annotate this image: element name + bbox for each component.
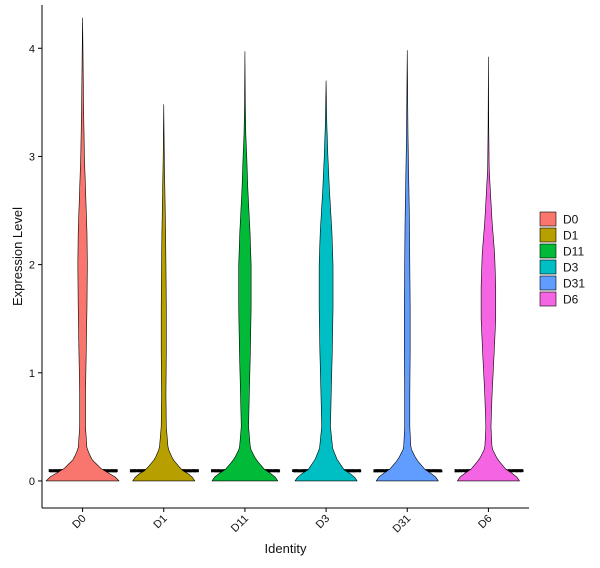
y-tick-label: 0 [29, 476, 35, 488]
violin-D31 [375, 50, 439, 482]
legend-key-D11 [539, 243, 557, 259]
x-tick-label-D31: D31 [391, 513, 414, 536]
violin-D1 [132, 104, 196, 482]
x-tick-label-D11: D11 [229, 513, 251, 535]
legend-key-D0 [539, 211, 557, 227]
legend-label-D0: D0 [563, 213, 579, 227]
legend-item-D0: D0 [539, 211, 579, 227]
x-tick-label-D6: D6 [476, 513, 494, 531]
legend-item-D31: D31 [539, 275, 585, 291]
legend-key-D31 [539, 275, 557, 291]
legend-key-D6 [539, 291, 557, 307]
legend: D0 D1 D11 D3 D31 D6 [539, 211, 585, 307]
x-tick-label-D1: D1 [151, 513, 169, 531]
legend-label-D11: D11 [563, 245, 584, 259]
legend-item-D3: D3 [539, 259, 579, 275]
legend-label-D1: D1 [563, 229, 579, 243]
x-ticks: D0 D1 D11 D3 D31 D6 [70, 508, 495, 536]
x-axis-title: Identity [265, 541, 307, 556]
legend-label-D3: D3 [563, 261, 579, 275]
violin-D0 [45, 17, 120, 482]
legend-label-D31: D31 [563, 277, 585, 291]
y-tick-label: 3 [29, 151, 35, 163]
y-tick-label: 2 [29, 260, 35, 272]
legend-item-D1: D1 [539, 227, 579, 243]
violin-D11 [211, 51, 279, 482]
x-tick-label-D0: D0 [70, 513, 88, 531]
jitter-points-layer [48, 469, 524, 473]
y-tick-label: 4 [29, 43, 35, 55]
violin-D3 [294, 80, 358, 482]
x-tick-label-D3: D3 [314, 513, 332, 531]
y-axis-title: Expression Level [10, 207, 25, 306]
y-tick-label: 1 [29, 368, 35, 380]
y-ticks: 0 1 2 3 4 [29, 43, 42, 488]
legend-key-D1 [539, 227, 557, 243]
violins-layer [45, 17, 520, 482]
legend-key-D3 [539, 259, 557, 275]
legend-item-D11: D11 [539, 243, 584, 259]
axes-layer [41, 5, 529, 509]
legend-item-D6: D6 [539, 291, 579, 307]
legend-label-D6: D6 [563, 293, 579, 307]
violin-D6 [457, 56, 520, 482]
